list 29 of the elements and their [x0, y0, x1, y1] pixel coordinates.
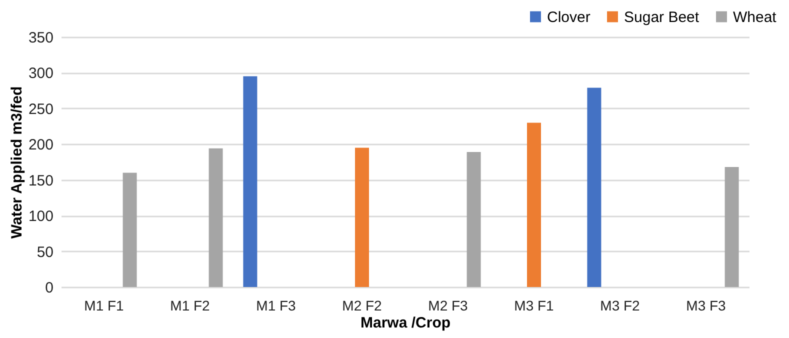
bar: [724, 167, 739, 287]
y-tick-label: 100: [28, 208, 54, 226]
x-tick-label: M1 F2: [170, 298, 210, 314]
x-tick-label: M3 F2: [600, 298, 640, 314]
x-tick-label: M3 F1: [514, 298, 554, 314]
bar: [208, 148, 223, 287]
bar: [466, 152, 481, 287]
legend-label: Clover: [547, 8, 590, 26]
y-tick-label: 0: [45, 280, 54, 296]
bar: [587, 88, 602, 287]
y-tick-label: 150: [28, 172, 54, 190]
bar: [243, 76, 258, 287]
y-tick-label: 250: [28, 100, 54, 118]
y-tick-label: 200: [28, 136, 54, 154]
y-axis-title: Water Applied m3/fed: [8, 86, 26, 239]
x-tick-label: M1 F3: [256, 298, 296, 314]
x-tick-label: M3 F3: [686, 298, 726, 314]
x-axis-title: Marwa /Crop: [360, 314, 451, 332]
x-tick-label: M2 F2: [342, 298, 382, 314]
legend-label: Sugar Beet: [624, 8, 700, 26]
bar: [122, 172, 137, 287]
bar: [527, 122, 541, 287]
y-tick-label: 50: [36, 244, 54, 261]
bar: [355, 148, 369, 287]
y-tick-label: 300: [28, 65, 54, 82]
y-tick-label: 350: [28, 30, 54, 46]
x-tick-label: M1 F1: [84, 298, 124, 314]
x-tick-label: M2 F3: [428, 298, 468, 314]
legend-label: Wheat: [733, 8, 778, 26]
